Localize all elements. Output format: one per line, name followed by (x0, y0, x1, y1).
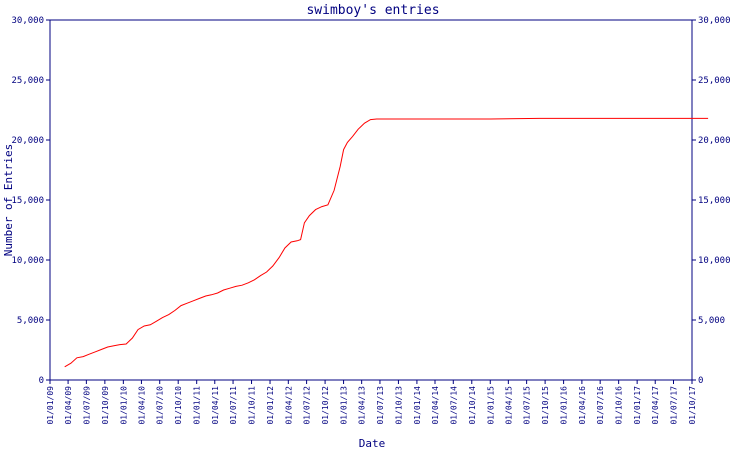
x-tick-label: 01/01/13 (340, 386, 349, 425)
y-tick-label-left: 20,000 (11, 136, 44, 146)
y-tick-label-right: 25,000 (698, 76, 731, 86)
x-tick-label: 01/04/14 (431, 386, 440, 425)
x-tick-label: 01/07/10 (156, 386, 165, 425)
x-tick-label: 01/01/10 (119, 386, 128, 425)
x-tick-label: 01/07/17 (670, 386, 679, 425)
x-tick-label: 01/01/14 (413, 386, 422, 425)
x-tick-label: 01/10/16 (615, 386, 624, 425)
x-tick-label: 01/01/12 (266, 386, 275, 425)
x-tick-label: 01/04/11 (211, 386, 220, 425)
y-tick-label-right: 30,000 (698, 16, 731, 26)
x-tick-label: 01/10/13 (394, 386, 403, 425)
y-tick-label-left: 5,000 (17, 316, 44, 326)
chart-title: swimboy's entries (306, 3, 439, 18)
y-tick-label-right: 10,000 (698, 256, 731, 266)
x-tick-label: 01/07/12 (303, 386, 312, 425)
x-tick-label: 01/01/17 (633, 386, 642, 425)
x-tick-label: 01/04/16 (578, 386, 587, 425)
x-axis-label: Date (359, 437, 386, 450)
x-tick-label: 01/07/16 (596, 386, 605, 425)
y-tick-label-right: 20,000 (698, 136, 731, 146)
x-tick-label: 01/07/15 (523, 386, 532, 425)
y-tick-label-left: 0 (39, 376, 44, 386)
x-tick-label: 01/01/15 (486, 386, 495, 425)
x-tick-label: 01/01/09 (46, 386, 55, 425)
x-tick-label: 01/04/12 (284, 386, 293, 425)
x-tick-label: 01/04/17 (651, 386, 660, 425)
x-tick-label: 01/07/13 (376, 386, 385, 425)
entries-line (64, 117, 709, 368)
x-tick-label: 01/10/12 (321, 386, 330, 425)
x-tick-label: 01/04/10 (137, 386, 146, 425)
x-tick-label: 01/07/14 (449, 386, 458, 425)
x-tick-label: 01/04/13 (358, 386, 367, 425)
x-axis: 01/01/09 01/04/09 01/07/09 01/10/09 01/01/10… (46, 380, 697, 425)
y-axis-label: Number of Entries (2, 144, 15, 257)
y-tick-label-left: 25,000 (11, 76, 44, 86)
x-tick-label: 01/10/14 (468, 386, 477, 425)
x-tick-label: 01/10/09 (101, 386, 110, 425)
x-tick-label: 01/01/11 (193, 386, 202, 425)
y-axis-left: 0 5,000 10,000 15,000 20,000 25,000 30,000 (11, 16, 50, 386)
y-tick-label-left: 15,000 (11, 196, 44, 206)
y-tick-label-right: 5,000 (698, 316, 725, 326)
y-tick-label-left: 30,000 (11, 16, 44, 26)
x-tick-label: 01/07/11 (229, 386, 238, 425)
x-tick-label: 01/10/11 (248, 386, 257, 425)
x-tick-label: 01/04/09 (64, 386, 73, 425)
x-tick-label: 01/10/17 (688, 386, 697, 425)
y-tick-label-left: 10,000 (11, 256, 44, 266)
x-tick-label: 01/04/15 (504, 386, 513, 425)
y-axis-right: 0 5,000 10,000 15,000 20,000 25,000 30,000 (692, 16, 731, 386)
x-tick-label: 01/01/16 (560, 386, 569, 425)
x-tick-label: 01/10/15 (541, 386, 550, 425)
x-tick-label: 01/07/09 (82, 386, 91, 425)
x-tick-label: 01/10/10 (174, 386, 183, 425)
y-tick-label-right: 15,000 (698, 196, 731, 206)
y-tick-label-right: 0 (698, 376, 703, 386)
